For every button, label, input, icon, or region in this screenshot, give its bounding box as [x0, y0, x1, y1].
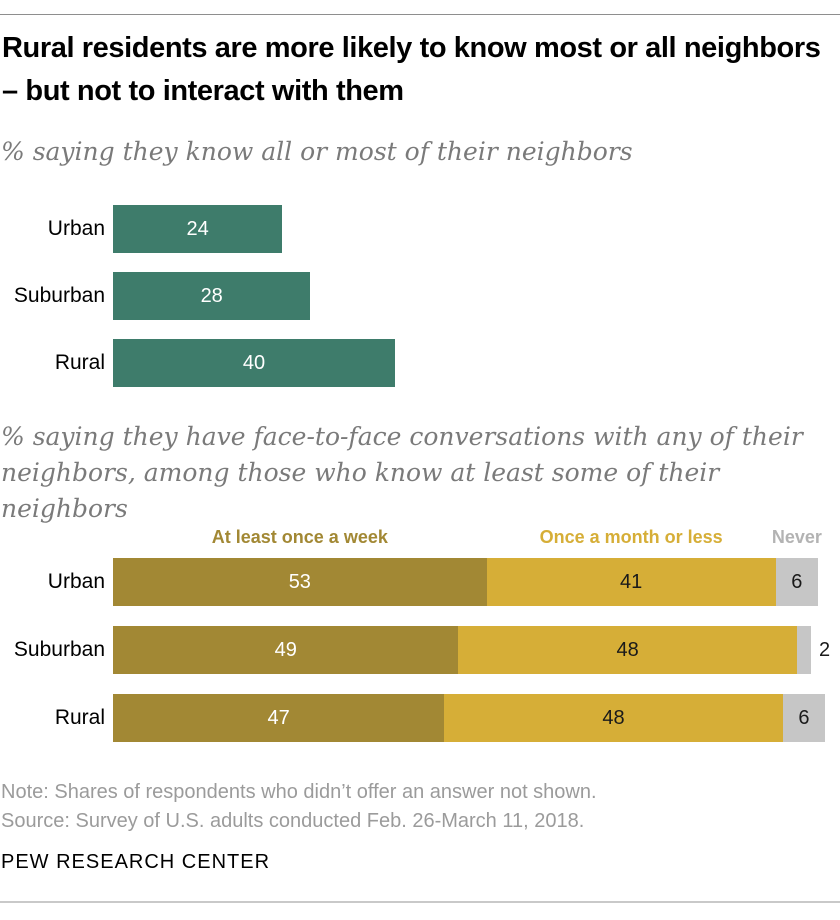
bar-row-urban: Urban 24 — [0, 205, 840, 253]
row-label-rural: Rural — [54, 706, 105, 729]
bar-row-urban: Urban 53 41 6 — [0, 558, 840, 606]
bar-fill: 24 — [113, 205, 283, 253]
bar-rural: 40 — [113, 339, 395, 387]
value-label: 6 — [798, 706, 810, 729]
page-title: Rural residents are more likely to know … — [2, 32, 821, 107]
bar-row-rural: Rural 40 — [0, 339, 840, 387]
chart-know-neighbors: Urban 24 Suburban 28 Rural 40 — [0, 205, 840, 387]
bar-row-suburban: Suburban 28 — [0, 272, 840, 320]
row-label-suburban: Suburban — [13, 638, 105, 661]
segment-once-a-month-or-less: 48 — [444, 694, 783, 742]
segment-never: 6 — [775, 558, 818, 606]
chart2-subtitle: % saying they have face-to-face conversa… — [1, 422, 803, 523]
bar-row-rural: Rural 47 48 6 — [0, 694, 840, 742]
chart-conversations: Urban 53 41 6 Suburban 49 48 2 Rural 47 48 6 — [0, 558, 840, 742]
value-label: 40 — [242, 351, 266, 374]
bar-urban: 24 — [113, 205, 283, 253]
bottom-divider — [0, 901, 840, 903]
row-label-urban: Urban — [47, 570, 105, 593]
value-label: 41 — [620, 570, 643, 593]
chart1-subtitle: % saying they know all or most of their … — [1, 137, 633, 166]
segment-once-a-month-or-less: 41 — [486, 558, 776, 606]
bar-suburban: 49 48 — [113, 626, 811, 674]
row-label-urban: Urban — [47, 217, 105, 240]
bar-suburban: 28 — [113, 272, 311, 320]
value-label: 47 — [267, 706, 290, 729]
segment-never — [796, 626, 811, 674]
top-divider — [0, 14, 840, 15]
segment-at-least-once-a-week: 47 — [113, 694, 445, 742]
segment-never: 6 — [782, 694, 826, 742]
segment-at-least-once-a-week: 49 — [113, 626, 459, 674]
legend-at-least-once-a-week: At least once a week — [211, 527, 388, 547]
value-label: 48 — [602, 706, 625, 729]
value-label-outside: 2 — [818, 639, 831, 661]
bar-row-suburban: Suburban 49 48 2 — [0, 626, 840, 674]
brand-wordmark: PEW RESEARCH CENTER — [1, 851, 271, 873]
row-label-rural: Rural — [54, 351, 105, 374]
value-label: 24 — [186, 217, 209, 240]
segment-at-least-once-a-week: 53 — [113, 558, 487, 606]
value-label: 53 — [288, 570, 311, 593]
bar-urban: 53 41 6 — [113, 558, 818, 606]
bar-fill: 28 — [113, 272, 311, 320]
note-text: Note: Shares of respondents who didn’t o… — [1, 781, 597, 803]
value-label: 28 — [200, 284, 223, 307]
legend-once-a-month-or-less: Once a month or less — [539, 527, 723, 547]
source-text: Source: Survey of U.S. adults conducted … — [1, 810, 585, 832]
chart2-legend: At least once a week Once a month or less… — [0, 527, 840, 553]
bar-fill: 40 — [113, 339, 395, 387]
segment-once-a-month-or-less: 48 — [458, 626, 797, 674]
row-label-suburban: Suburban — [13, 284, 105, 307]
value-label: 6 — [791, 570, 803, 593]
bar-rural: 47 48 6 — [113, 694, 826, 742]
legend-never: Never — [771, 527, 822, 547]
value-label: 49 — [274, 638, 297, 661]
value-label: 48 — [616, 638, 639, 661]
